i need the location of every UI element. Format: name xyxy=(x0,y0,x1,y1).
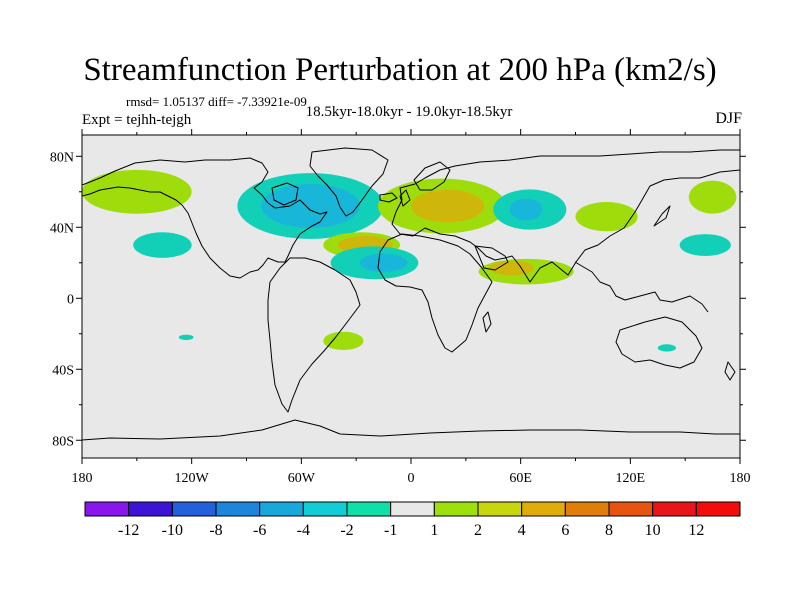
colorbar-box xyxy=(346,501,392,517)
colorbar-label: 1 xyxy=(430,522,438,539)
anomaly-positive xyxy=(688,180,737,214)
south-america-coast xyxy=(267,257,361,413)
experiment-label: Expt = tejhh-tejgh xyxy=(82,112,192,128)
colorbar-label: -8 xyxy=(209,522,222,539)
anomaly-negative xyxy=(133,232,192,258)
lat-tick-label: 80N xyxy=(50,150,74,165)
lon-tick-label: 60E xyxy=(509,471,532,486)
colorbar-box xyxy=(259,501,304,517)
hudson-bay-coast xyxy=(271,182,299,206)
madagascar-coast xyxy=(482,311,492,333)
colorbar-label: 12 xyxy=(688,522,704,539)
rmsd-annotation: rmsd= 1.05137 diff= -7.33921e-09 xyxy=(126,94,307,109)
anomaly-positive xyxy=(489,260,534,276)
colorbar-label: -12 xyxy=(118,522,139,539)
colorbar-box xyxy=(390,501,435,517)
anomaly-positive xyxy=(575,202,638,232)
colorbar-box xyxy=(652,501,697,517)
colorbar-box xyxy=(215,501,261,517)
lon-tick-label: 180 xyxy=(730,471,751,486)
anomaly-positive xyxy=(323,331,364,351)
map-title: Streamfunction Perturbation at 200 hPa (… xyxy=(83,52,717,88)
colorbar-box xyxy=(302,501,348,517)
iceland-coast xyxy=(379,192,398,203)
lat-tick-label: 40S xyxy=(52,363,74,378)
season-label: DJF xyxy=(715,110,742,127)
coastlines xyxy=(82,147,740,441)
colorbar-box xyxy=(564,501,610,517)
colorbar-label: 10 xyxy=(645,522,661,539)
scandinavia-coast xyxy=(413,161,451,191)
colorbar-label: -1 xyxy=(384,522,397,539)
colorbar-box xyxy=(84,501,130,517)
lat-tick-label: 40N xyxy=(50,221,74,236)
lon-tick-label: 0 xyxy=(408,471,415,486)
colorbar-box xyxy=(521,501,566,517)
colorbar-label: 4 xyxy=(518,522,526,539)
anomaly-negative xyxy=(679,234,731,256)
latitude-axis: 80N 40N 0 40S 80S xyxy=(50,150,746,449)
colorbar-label: -2 xyxy=(340,522,353,539)
longitude-axis: 180 120W 60W 0 60E 120E 180 xyxy=(72,129,751,486)
anomaly-negative xyxy=(509,198,543,221)
anomaly-negative xyxy=(657,344,677,352)
lat-tick-label: 0 xyxy=(67,292,74,307)
uk-coast xyxy=(399,189,411,207)
new-zealand-coast xyxy=(724,361,736,381)
japan-coast xyxy=(653,205,671,227)
southeast-asia-coast xyxy=(574,261,709,313)
colorbar-box xyxy=(433,501,479,517)
australia-coast xyxy=(615,316,703,369)
colorbar-label: 8 xyxy=(605,522,613,539)
arabia-coast xyxy=(474,245,509,271)
colorbar-label: -6 xyxy=(253,522,266,539)
colorbar-label: 2 xyxy=(474,522,482,539)
africa-coast xyxy=(377,233,493,353)
north-america-coast xyxy=(82,157,328,279)
colorbar-box xyxy=(695,501,741,517)
lon-tick-label: 120W xyxy=(175,471,210,486)
anomaly-positive xyxy=(82,169,192,214)
anomaly-negative xyxy=(261,184,360,228)
colorbar: -12 -10 -8 -6 -4 -2 -1 1 2 4 6 8 10 12 xyxy=(84,501,741,539)
colorbar-box xyxy=(608,501,654,517)
eurasia-coast xyxy=(391,149,740,283)
colorbar-label: -10 xyxy=(162,522,183,539)
lat-tick-label: 80S xyxy=(52,434,74,449)
colorbar-box xyxy=(171,501,217,517)
anomaly-negative xyxy=(359,253,408,272)
anomaly-layer xyxy=(82,169,737,352)
lon-tick-label: 60W xyxy=(288,471,316,486)
period-label: 18.5kyr-18.0kyr - 19.0kyr-18.5kyr xyxy=(305,104,513,120)
greenland-coast xyxy=(309,147,389,217)
lon-tick-label: 120E xyxy=(616,471,646,486)
colorbar-label: 6 xyxy=(561,522,569,539)
lon-tick-label: 180 xyxy=(72,471,93,486)
anomaly-positive xyxy=(411,189,485,223)
colorbar-box xyxy=(477,501,523,517)
colorbar-box xyxy=(128,501,173,517)
antarctica-coast xyxy=(82,419,740,441)
colorbar-label: -4 xyxy=(297,522,310,539)
anomaly-negative xyxy=(178,334,194,341)
